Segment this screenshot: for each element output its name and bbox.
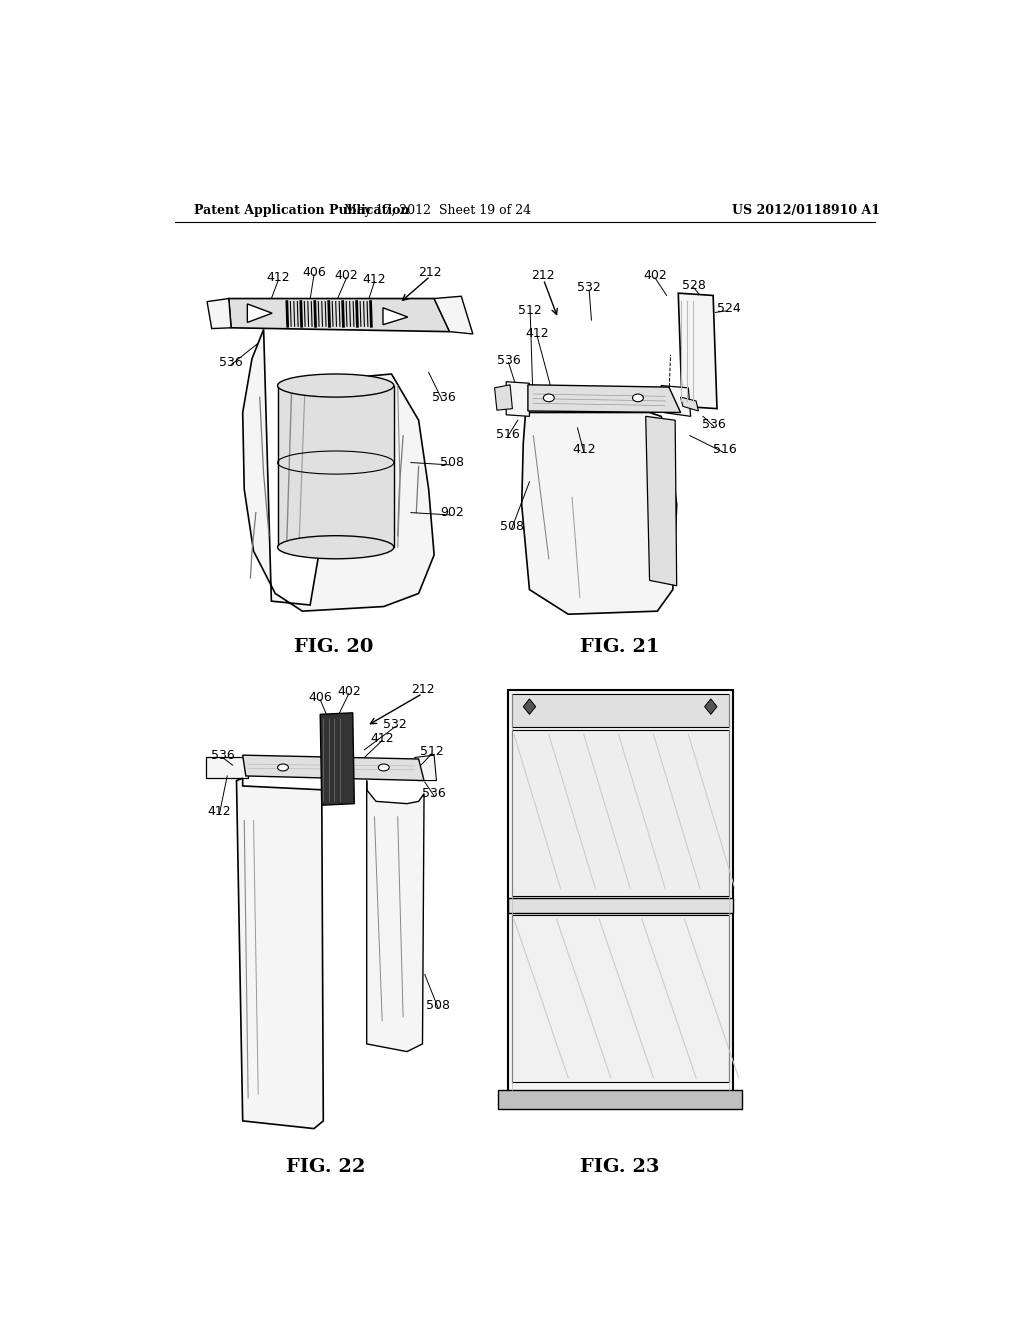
Polygon shape (506, 381, 529, 416)
Polygon shape (321, 713, 354, 805)
Polygon shape (434, 296, 473, 334)
Polygon shape (521, 412, 677, 614)
Polygon shape (512, 693, 729, 726)
Polygon shape (523, 700, 536, 714)
Polygon shape (646, 416, 677, 586)
Ellipse shape (633, 395, 643, 401)
Polygon shape (383, 308, 408, 325)
Polygon shape (512, 730, 729, 896)
Polygon shape (512, 915, 729, 1082)
Text: 520: 520 (497, 387, 520, 400)
Polygon shape (243, 755, 424, 780)
Polygon shape (662, 385, 690, 416)
Polygon shape (367, 780, 424, 1052)
Text: 512: 512 (518, 305, 542, 317)
Text: 412: 412 (362, 273, 386, 286)
Ellipse shape (278, 374, 394, 397)
Text: 402: 402 (335, 269, 358, 282)
Polygon shape (495, 385, 512, 411)
Ellipse shape (278, 536, 394, 558)
Text: 532: 532 (384, 718, 408, 731)
Text: 508: 508 (426, 999, 450, 1012)
Ellipse shape (278, 764, 289, 771)
Polygon shape (228, 298, 450, 331)
Polygon shape (207, 298, 231, 329)
Text: 412: 412 (208, 805, 231, 818)
Text: 412: 412 (371, 731, 394, 744)
Text: FIG. 20: FIG. 20 (294, 639, 373, 656)
Text: Patent Application Publication: Patent Application Publication (194, 205, 410, 218)
Polygon shape (705, 700, 717, 714)
Text: US 2012/0118910 A1: US 2012/0118910 A1 (732, 205, 881, 218)
Ellipse shape (544, 395, 554, 401)
Ellipse shape (378, 764, 389, 771)
Polygon shape (681, 397, 698, 411)
Text: May 17, 2012  Sheet 19 of 24: May 17, 2012 Sheet 19 of 24 (344, 205, 531, 218)
Text: 406: 406 (308, 690, 332, 704)
Polygon shape (278, 385, 394, 548)
Polygon shape (415, 755, 436, 780)
Text: 212: 212 (419, 265, 442, 279)
Text: 212: 212 (531, 269, 555, 282)
Polygon shape (243, 330, 434, 611)
Text: 536: 536 (497, 354, 520, 367)
Text: 412: 412 (525, 327, 549, 341)
Polygon shape (248, 304, 272, 322)
Text: 528: 528 (682, 279, 706, 292)
Text: 536: 536 (432, 391, 456, 404)
Text: 536: 536 (211, 748, 234, 762)
Text: FIG. 23: FIG. 23 (581, 1158, 659, 1176)
Text: 516: 516 (713, 444, 736, 455)
Text: 536: 536 (702, 417, 726, 430)
Polygon shape (508, 689, 732, 1109)
Polygon shape (508, 898, 732, 913)
Polygon shape (237, 779, 324, 1129)
Polygon shape (528, 385, 681, 412)
Text: FIG. 21: FIG. 21 (581, 639, 659, 656)
Text: FIG. 22: FIG. 22 (286, 1158, 366, 1176)
Text: 412: 412 (571, 444, 596, 455)
Text: 212: 212 (411, 684, 434, 696)
Text: 524: 524 (717, 302, 740, 315)
Text: 512: 512 (420, 744, 443, 758)
Polygon shape (678, 293, 717, 409)
Text: 536: 536 (422, 787, 446, 800)
Text: 402: 402 (337, 685, 360, 698)
Text: 516: 516 (496, 428, 519, 441)
Text: 508: 508 (500, 520, 523, 533)
Text: 406: 406 (302, 265, 326, 279)
Text: 536: 536 (219, 356, 243, 370)
Text: 508: 508 (440, 455, 464, 469)
Polygon shape (206, 758, 248, 779)
Text: 532: 532 (578, 281, 601, 294)
Text: 412: 412 (266, 271, 290, 284)
Polygon shape (499, 1090, 741, 1109)
Text: 402: 402 (643, 269, 667, 282)
Text: 902: 902 (440, 506, 464, 519)
